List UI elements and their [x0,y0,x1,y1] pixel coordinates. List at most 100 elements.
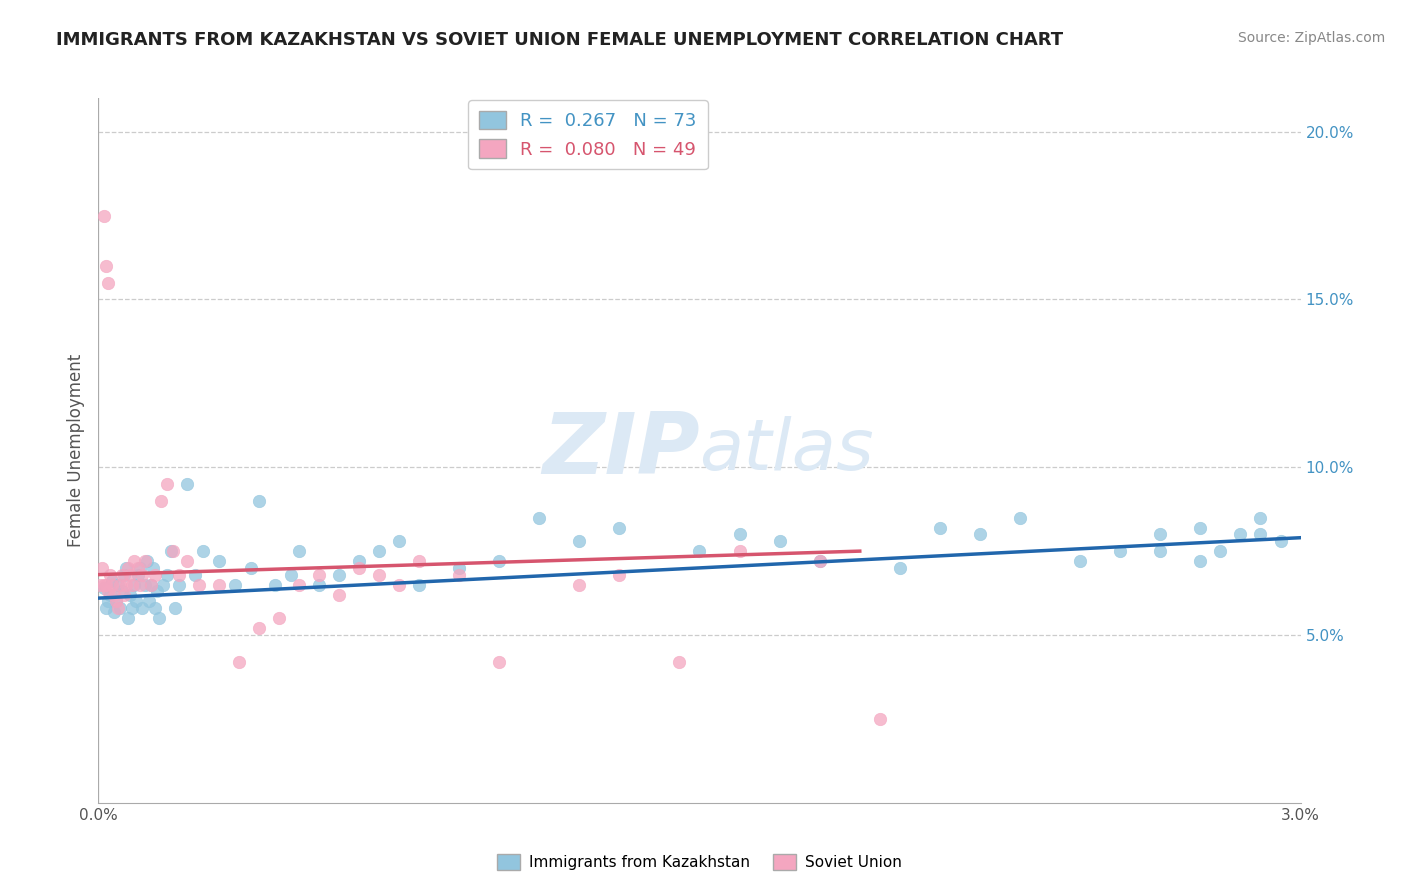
Legend: Immigrants from Kazakhstan, Soviet Union: Immigrants from Kazakhstan, Soviet Union [491,848,908,876]
Point [149,493,172,508]
Point [93,581,115,595]
Point [308,577,330,591]
Point [167,567,190,582]
Point [96,577,118,591]
Point [1109,544,1132,558]
Point [488,554,510,568]
Point [162,544,184,558]
Point [347,554,370,568]
Point [120,588,142,602]
Point [728,544,751,558]
Point [97,584,120,599]
Point [128,561,150,575]
Point [1189,554,1212,568]
Point [689,544,711,558]
Point [131,601,153,615]
Point [96,259,118,273]
Point [1149,544,1171,558]
Point [135,554,157,568]
Point [124,554,146,568]
Point [134,577,156,591]
Y-axis label: Female Unemployment: Female Unemployment [66,354,84,547]
Point [368,544,391,558]
Point [134,554,156,568]
Point [105,594,128,608]
Point [159,544,181,558]
Point [488,655,510,669]
Point [155,477,177,491]
Point [107,601,129,615]
Point [568,577,591,591]
Point [111,584,134,599]
Point [97,276,120,290]
Point [1069,554,1091,568]
Point [124,577,146,591]
Point [969,527,991,541]
Point [447,561,470,575]
Point [148,611,170,625]
Point [609,567,631,582]
Point [280,567,302,582]
Point [308,567,330,582]
Point [228,655,250,669]
Point [388,577,411,591]
Point [129,577,152,591]
Point [347,561,370,575]
Point [187,577,209,591]
Point [869,712,891,726]
Point [183,567,205,582]
Point [408,577,430,591]
Point [121,601,143,615]
Point [143,601,166,615]
Point [1270,534,1292,549]
Point [117,561,139,575]
Point [110,601,132,615]
Point [97,594,120,608]
Point [139,577,162,591]
Point [1250,527,1272,541]
Point [247,621,270,635]
Point [111,567,134,582]
Point [247,493,270,508]
Point [131,567,153,582]
Point [769,534,792,549]
Point [105,594,128,608]
Point [368,567,391,582]
Point [107,577,129,591]
Point [728,527,751,541]
Point [117,611,139,625]
Point [609,521,631,535]
Point [93,577,115,591]
Point [100,588,122,602]
Text: atlas: atlas [700,416,875,485]
Point [1229,527,1251,541]
Point [176,477,198,491]
Point [103,588,125,602]
Point [288,577,311,591]
Point [163,601,186,615]
Point [167,577,190,591]
Point [447,567,470,582]
Text: IMMIGRANTS FROM KAZAKHSTAN VS SOVIET UNION FEMALE UNEMPLOYMENT CORRELATION CHART: IMMIGRANTS FROM KAZAKHSTAN VS SOVIET UNI… [56,31,1063,49]
Point [889,561,911,575]
Point [114,567,136,582]
Point [224,577,246,591]
Point [93,209,115,223]
Point [568,534,591,549]
Point [100,567,122,582]
Point [145,584,167,599]
Point [129,561,152,575]
Point [89,577,111,591]
Point [96,601,118,615]
Point [328,567,350,582]
Point [143,567,166,582]
Point [91,561,114,575]
Text: Source: ZipAtlas.com: Source: ZipAtlas.com [1237,31,1385,45]
Point [208,554,231,568]
Point [328,588,350,602]
Point [138,594,160,608]
Point [929,521,952,535]
Point [110,577,132,591]
Point [141,561,163,575]
Point [668,655,690,669]
